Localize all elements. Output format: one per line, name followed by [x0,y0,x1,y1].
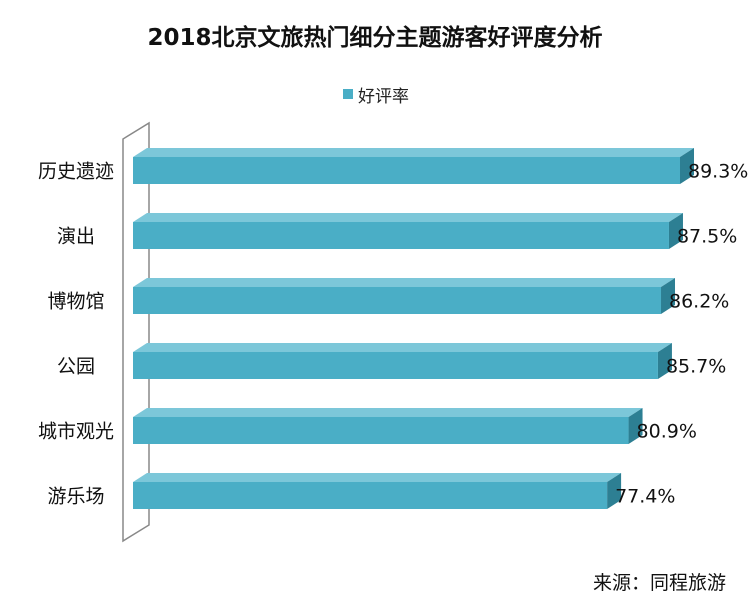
bar [133,417,629,444]
category-label: 博物馆 [47,291,104,313]
category-label: 城市观光 [38,421,114,443]
bar [133,287,662,314]
legend-swatch [343,89,353,99]
chart-title: 2018北京文旅热门细分主题游客好评度分析 [147,25,603,51]
bar-side-face [607,473,622,509]
source-label: 来源：同程旅游 [592,572,726,594]
legend: 好评率 [343,84,409,107]
category-label: 公园 [57,356,95,378]
bar [133,352,658,379]
value-label: 80.9% [637,421,697,443]
value-label: 87.5% [677,226,737,248]
bar-top-face [133,408,643,417]
legend-label: 好评率 [358,86,409,107]
value-label: 86.2% [669,291,729,313]
bar-side-face [661,278,676,314]
bar-top-face [133,278,676,287]
bar-side-face [680,148,694,184]
value-label: 89.3% [688,161,748,183]
bar-side-face [657,343,672,379]
value-label: 85.7% [666,356,726,378]
bar-top-face [133,148,694,157]
category-label: 游乐场 [47,486,104,508]
bar-top-face [133,473,622,482]
bar-top-face [133,343,672,352]
bar-side-face [668,213,683,249]
bar-side-face [628,408,643,444]
category-label: 演出 [57,226,95,248]
value-label: 77.4% [615,486,675,508]
bar [133,222,669,249]
category-label: 历史遗迹 [38,161,114,183]
bar-top-face [133,213,683,222]
bar [133,157,680,184]
bar [133,482,608,509]
